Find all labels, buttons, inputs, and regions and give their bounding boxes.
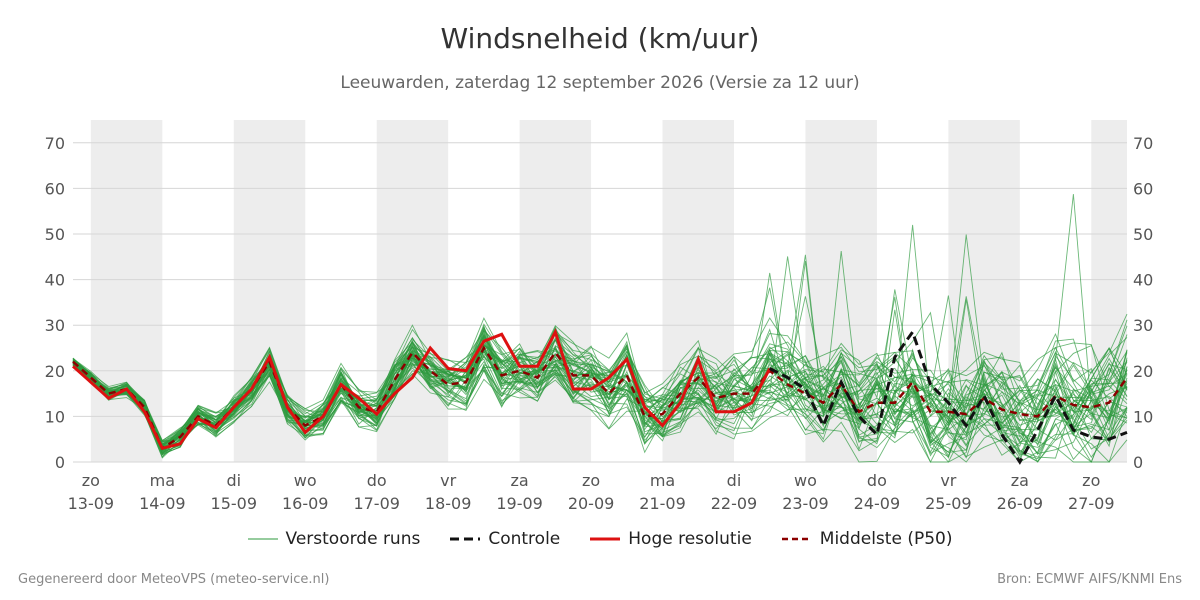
legend-label-hires: Hoge resolutie: [628, 529, 752, 549]
y-tick-label: 50: [1133, 225, 1153, 244]
legend-item-median: Middelste (P50): [781, 529, 953, 549]
night-band: [90, 120, 163, 462]
footer-generator: Gegenereerd door MeteoVPS (meteo-service…: [18, 572, 330, 587]
x-tick-day: zo: [82, 471, 100, 490]
y-tick-label: 0: [1133, 453, 1143, 472]
x-tick-day: zo: [1082, 471, 1100, 490]
y-tick-label: 50: [45, 225, 65, 244]
y-tick-label: 40: [45, 271, 65, 290]
x-tick-date: 25-09: [925, 494, 972, 513]
night-band: [519, 120, 592, 462]
x-tick-date: 18-09: [425, 494, 472, 513]
y-tick-label: 40: [1133, 271, 1153, 290]
ensemble-run-line: [72, 328, 1128, 460]
x-tick-date: 21-09: [639, 494, 686, 513]
chart-subtitle: Leeuwarden, zaterdag 12 september 2026 (…: [340, 73, 860, 93]
legend-item-ensemble: Verstoorde runs: [247, 529, 421, 549]
ensemble-run-line: [72, 319, 1128, 452]
x-tick-date: 22-09: [711, 494, 758, 513]
x-tick-date: 13-09: [68, 494, 115, 513]
main-series: [72, 328, 1129, 465]
control-line: [769, 328, 1128, 465]
y-tick-label: 30: [1133, 316, 1153, 335]
ensemble-run-line: [72, 299, 1128, 460]
legend-item-control: Controle: [450, 529, 560, 549]
x-tick-day: di: [727, 471, 742, 490]
y-tick-label: 60: [45, 179, 65, 198]
y-tick-label: 30: [45, 316, 65, 335]
median-line: [72, 345, 1129, 451]
ensemble-run-line: [72, 350, 1128, 463]
x-tick-date: 27-09: [1068, 494, 1115, 513]
x-tick-date: 16-09: [282, 494, 329, 513]
legend-label-ensemble: Verstoorde runs: [285, 529, 421, 549]
y-tick-label: 60: [1133, 179, 1153, 198]
wind-speed-chart: 0 10 20 30 40 50 60 70 0 10 20 30 40 50 60 70 zo 13-09 m…: [45, 120, 1153, 513]
x-tick-day: wo: [294, 471, 317, 490]
legend-label-median: Middelste (P50): [819, 529, 953, 549]
x-tick-day: wo: [794, 471, 817, 490]
x-tick-day: ma: [650, 471, 675, 490]
legend-swatch-median: [781, 533, 812, 545]
x-tick-date: 19-09: [496, 494, 543, 513]
y-tick-label: 10: [1133, 407, 1153, 426]
x-tick-date: 15-09: [211, 494, 258, 513]
ensemble-run-line: [72, 341, 1128, 463]
y-tick-label: 70: [45, 134, 65, 153]
ensemble-run-line: [72, 346, 1128, 453]
legend-swatch-ensemble: [247, 533, 278, 545]
x-tick-day: za: [511, 471, 529, 490]
y-tick-label: 20: [1133, 362, 1153, 381]
x-tick-day: ma: [150, 471, 175, 490]
x-axis: zo 13-09 ma 14-09 di 15-09 wo 16-09 do 17-09 vr 18-…: [68, 471, 1115, 513]
x-tick-day: za: [1011, 471, 1029, 490]
y-tick-label: 70: [1133, 134, 1153, 153]
x-tick-day: zo: [582, 471, 600, 490]
ensemble-run-line: [72, 340, 1128, 452]
chart-title: Windsnelheid (km/uur): [440, 22, 760, 55]
y-tick-label: 20: [45, 362, 65, 381]
legend-swatch-hires: [590, 533, 621, 545]
ensemble-run-line: [72, 328, 1128, 459]
x-tick-date: 23-09: [782, 494, 829, 513]
y-tick-label: 0: [55, 453, 65, 472]
x-tick-date: 20-09: [568, 494, 615, 513]
x-tick-date: 26-09: [997, 494, 1044, 513]
y-axis-right: 0 10 20 30 40 50 60 70: [1133, 134, 1153, 472]
y-tick-label: 10: [45, 407, 65, 426]
x-tick-day: vr: [940, 471, 956, 490]
y-axis-left: 0 10 20 30 40 50 60 70: [45, 134, 65, 472]
x-tick-date: 17-09: [353, 494, 400, 513]
legend: Verstoorde runs Controle Hoge resolutie …: [0, 529, 1200, 549]
footer-source: Bron: ECMWF AIFS/KNMI Ens: [997, 572, 1182, 587]
legend-swatch-control: [450, 533, 481, 545]
legend-item-hires: Hoge resolutie: [590, 529, 752, 549]
hires-line: [72, 328, 772, 451]
x-tick-day: do: [867, 471, 887, 490]
x-tick-date: 24-09: [854, 494, 901, 513]
x-tick-date: 14-09: [139, 494, 186, 513]
ensemble-run-line: [72, 324, 1128, 453]
x-tick-day: vr: [440, 471, 456, 490]
legend-label-control: Controle: [488, 529, 561, 549]
x-tick-day: di: [226, 471, 241, 490]
x-tick-day: do: [367, 471, 387, 490]
ensemble-run-line: [72, 339, 1128, 463]
ensemble-run-line: [72, 295, 1128, 454]
